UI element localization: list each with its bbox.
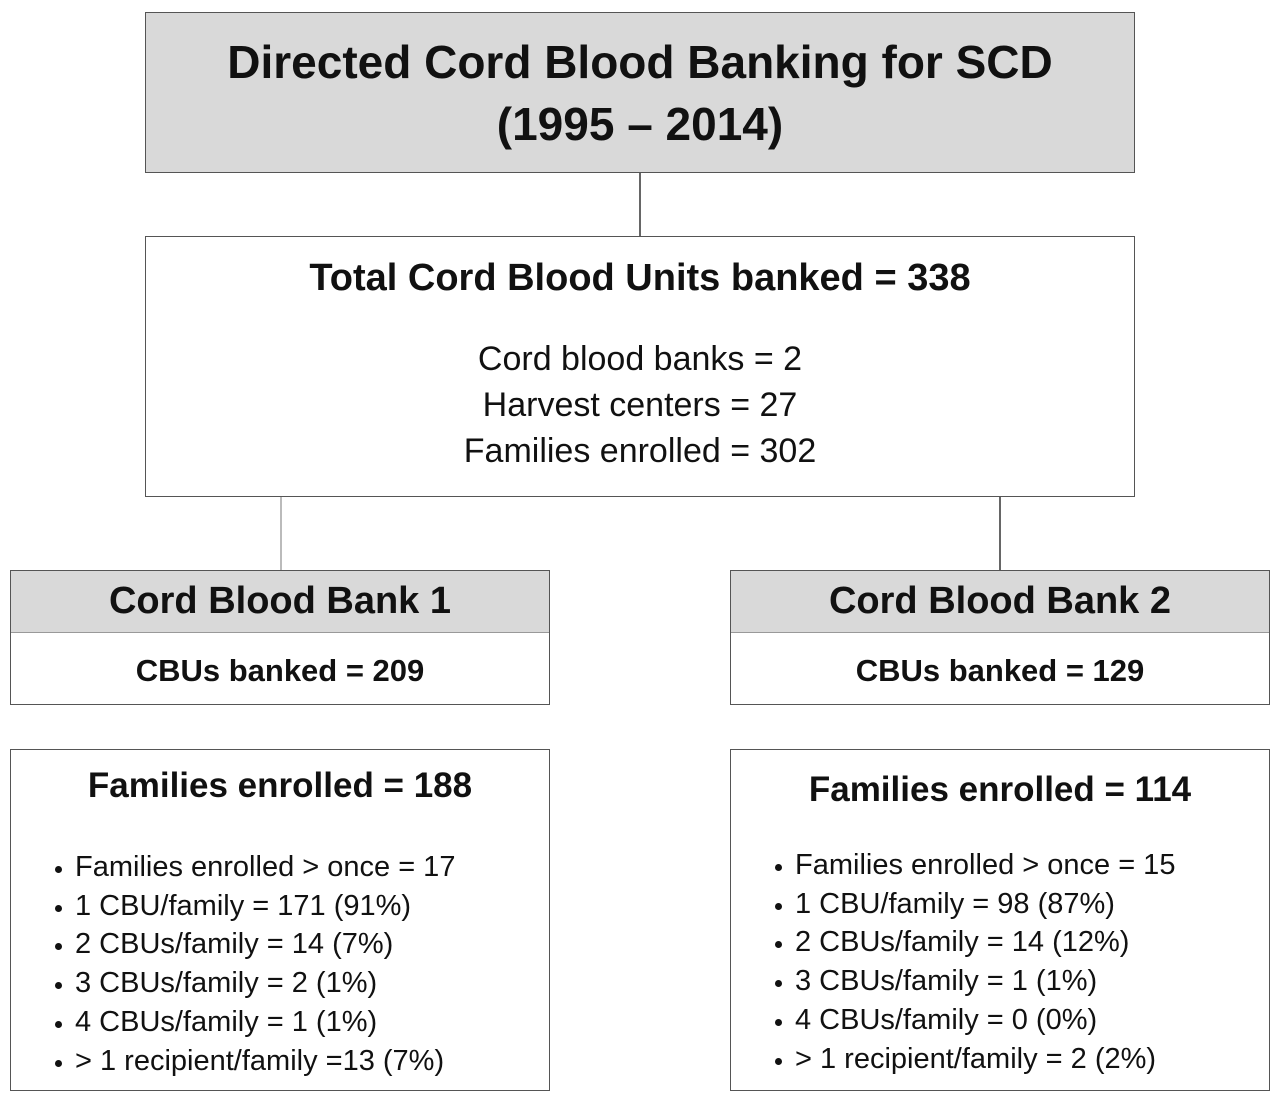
connector [999, 497, 1001, 570]
total-line: Families enrolled = 302 [463, 432, 817, 470]
bank-name: Cord Blood Bank 1 [11, 571, 549, 633]
connector [639, 173, 641, 236]
connector [280, 497, 282, 570]
families-box: Families enrolled = 188 Families enrolled… [10, 749, 550, 1091]
list-item: Families enrolled > once = 17 [75, 848, 549, 887]
list-item: 1 CBU/family = 171 (91%) [75, 887, 549, 926]
list-item: 1 CBU/family = 98 (87%) [795, 885, 1269, 924]
list-item: 3 CBUs/family = 2 (1%) [75, 964, 549, 1003]
list-item: > 1 recipient/family = 2 (2%) [795, 1040, 1269, 1079]
total-title: Total Cord Blood Units banked = 338 [309, 257, 971, 299]
total-box: Total Cord Blood Units banked = 338 Cord… [145, 236, 1135, 497]
list-item: > 1 recipient/family =13 (7%) [75, 1042, 549, 1081]
header-box: Directed Cord Blood Banking for SCD (199… [145, 12, 1135, 173]
families-box: Families enrolled = 114 Families enrolled… [730, 749, 1270, 1091]
list-item: Families enrolled > once = 15 [795, 846, 1269, 885]
header-title: Directed Cord Blood Banking for SCD [227, 36, 1053, 88]
bank-banked: CBUs banked = 129 [855, 653, 1145, 688]
header-subtitle: (1995 – 2014) [496, 98, 784, 150]
total-line: Cord blood banks = 2 [477, 340, 803, 378]
bank-banked: CBUs banked = 209 [135, 653, 425, 688]
list-item: 4 CBUs/family = 0 (0%) [795, 1001, 1269, 1040]
list-item: 3 CBUs/family = 1 (1%) [795, 962, 1269, 1001]
bank-box: Cord Blood Bank 1 CBUs banked = 209 [10, 570, 550, 705]
total-line: Harvest centers = 27 [482, 386, 798, 424]
list-item: 2 CBUs/family = 14 (7%) [75, 925, 549, 964]
list-item: 4 CBUs/family = 1 (1%) [75, 1003, 549, 1042]
total-lines: Cord blood banks = 2 Harvest centers = 2… [146, 336, 1134, 474]
families-title: Families enrolled = 188 [87, 766, 473, 805]
item-list: Families enrolled > once = 151 CBU/famil… [731, 846, 1269, 1078]
list-item: 2 CBUs/family = 14 (12%) [795, 923, 1269, 962]
bank-name: Cord Blood Bank 2 [731, 571, 1269, 633]
families-title: Families enrolled = 114 [808, 770, 1192, 809]
bank-box: Cord Blood Bank 2 CBUs banked = 129 [730, 570, 1270, 705]
item-list: Families enrolled > once = 171 CBU/famil… [11, 848, 549, 1080]
